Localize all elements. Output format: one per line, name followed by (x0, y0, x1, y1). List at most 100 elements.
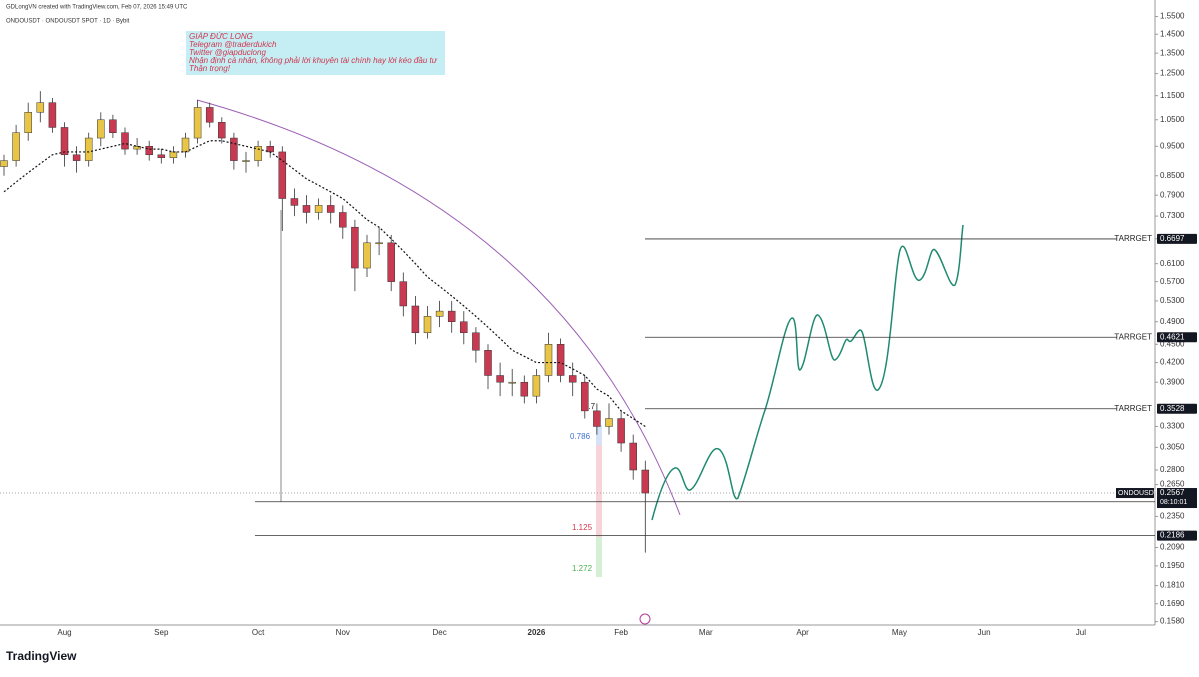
price-tag (1157, 332, 1197, 343)
y-tick-label: 0.9500 (1160, 141, 1185, 150)
x-tick-label: Sep (154, 628, 169, 637)
candle-body (145, 146, 153, 156)
candle-body (617, 418, 625, 444)
symbol-tag-label: ONDOUSDT (1118, 490, 1159, 497)
candle-body (230, 137, 238, 161)
y-tick-label: 1.1500 (1160, 91, 1185, 100)
candle-body (568, 375, 577, 383)
price-tag (1157, 530, 1197, 541)
candle-body (641, 469, 650, 494)
y-tick-label: 0.5700 (1160, 277, 1185, 286)
fib-label: 0.7 (584, 402, 596, 411)
x-tick-label: Jul (1076, 628, 1086, 637)
y-tick-label: 0.3900 (1160, 377, 1185, 386)
candle-body (24, 112, 32, 133)
y-tick-label: 0.7300 (1160, 211, 1185, 220)
candle-body (290, 198, 299, 206)
x-tick-label: Dec (432, 628, 446, 637)
price-tag (1157, 488, 1197, 509)
level-label: TARRGET (1114, 404, 1152, 413)
y-tick-label: 0.2800 (1160, 465, 1185, 474)
candle-body (314, 205, 323, 213)
candle-body (36, 102, 45, 113)
candle-body (84, 137, 93, 161)
y-tick-label: 0.3300 (1160, 422, 1185, 431)
y-tick-label: 0.2090 (1160, 543, 1185, 552)
candle-body (169, 151, 178, 158)
candle-body (181, 137, 190, 153)
candle-body (363, 242, 371, 269)
candle-body (484, 349, 492, 376)
candle-body (435, 310, 444, 317)
candle-body (326, 205, 335, 213)
credit: GDLongVN created with TradingView.com, F… (6, 5, 188, 11)
moving-average (3, 140, 646, 427)
note-line: Nhận định cá nhân, không phải lời khuyên… (189, 56, 438, 65)
candle-body (0, 160, 8, 167)
candle-body (48, 102, 57, 128)
symbol: ONDOUSDT · ONDOUSDT SPOT · 1D · Bybit (6, 19, 130, 25)
x-tick-label: Jun (978, 628, 991, 637)
symbol-tag (1116, 488, 1154, 499)
logo: TradingView (6, 649, 77, 663)
y-tick-label: 0.7900 (1160, 190, 1185, 199)
x-tick-label: Feb (614, 628, 628, 637)
candle-body (266, 146, 274, 153)
candle-body (218, 122, 226, 139)
price-tag-label: 0.4621 (1160, 332, 1185, 341)
x-tick-label: Oct (252, 628, 265, 637)
y-tick-label: 0.8500 (1160, 171, 1185, 180)
fib-zone (596, 537, 602, 577)
x-tick-label: Nov (336, 628, 350, 637)
y-tick-label: 0.4500 (1160, 339, 1185, 348)
price-tag (1157, 233, 1197, 244)
candle-body (302, 205, 311, 213)
y-tick-label: 0.5300 (1160, 296, 1185, 305)
y-tick-label: 0.2350 (1160, 512, 1185, 521)
note-line: GIÁP ĐỨC LONG (189, 32, 253, 41)
projection (651, 224, 964, 521)
note-box (186, 31, 445, 75)
note-line: Telegram @traderdukich (189, 40, 277, 49)
candle-body (472, 332, 480, 351)
x-tick-label: 2026 (528, 628, 546, 637)
fib-zone (596, 445, 602, 537)
candle-body (496, 375, 504, 383)
candle-body (520, 381, 529, 397)
y-tick-label: 0.1690 (1160, 599, 1185, 608)
price-tag-label: 0.3528 (1160, 404, 1185, 413)
note-line: Thận trọng! (189, 64, 231, 73)
y-tick-label: 0.1810 (1160, 581, 1185, 590)
y-tick-label: 0.4200 (1160, 358, 1185, 367)
y-tick-label: 0.1950 (1160, 561, 1185, 570)
y-tick-label: 0.3050 (1160, 442, 1185, 451)
x-tick-label: Mar (699, 628, 713, 637)
candle-body (532, 375, 541, 397)
candle-body (399, 281, 408, 307)
candle-body (460, 321, 468, 334)
y-tick-label: 0.4900 (1160, 317, 1185, 326)
candle-body (581, 381, 589, 412)
fib-label: 1.272 (572, 564, 593, 573)
level-label: TARRGET (1114, 234, 1152, 243)
trend-arc (196, 99, 681, 516)
candle-body (242, 160, 250, 162)
price-tag-label: 0.6697 (1160, 234, 1185, 243)
price-tag (1157, 403, 1197, 414)
y-tick-label: 1.0500 (1160, 115, 1185, 124)
x-tick-label: May (892, 628, 907, 637)
candle-body (12, 132, 20, 161)
candle-body (447, 310, 456, 322)
candle-body (508, 381, 516, 384)
y-tick-label: 1.4500 (1160, 29, 1185, 38)
level-label: TARRGET (1114, 332, 1152, 341)
countdown: 08:10:01 (1160, 499, 1187, 506)
x-tick-label: Aug (57, 628, 71, 637)
candle-body (423, 316, 432, 334)
candle-body (121, 132, 129, 150)
candle-body (278, 151, 287, 199)
candle-body (109, 119, 117, 133)
candle-body (605, 418, 613, 427)
y-tick-label: 1.5500 (1160, 12, 1185, 21)
